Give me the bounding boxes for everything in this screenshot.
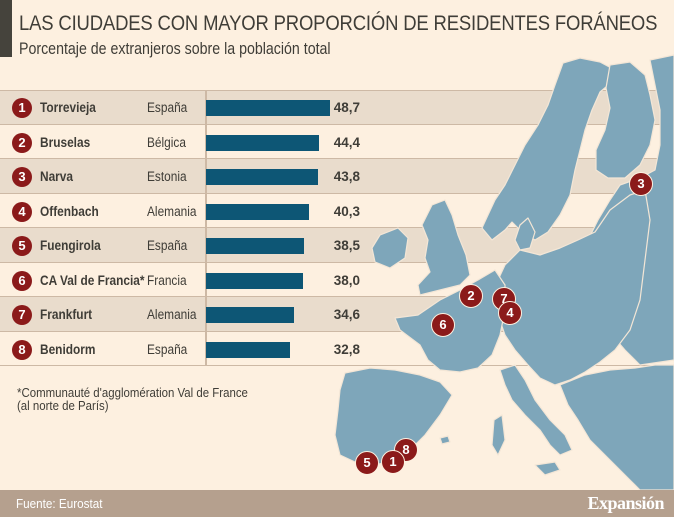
- bar: [206, 341, 290, 358]
- rank-badge: 2: [12, 132, 32, 153]
- sicily-shape: [534, 461, 561, 476]
- country-name: Alemania: [147, 203, 197, 219]
- country-name: España: [147, 238, 188, 253]
- footnote: *Communauté d'agglomération Val de Franc…: [17, 386, 248, 412]
- map-marker-fuengirola: 5: [355, 451, 379, 475]
- table-row: 1 Torrevieja España 48,7: [0, 90, 380, 125]
- balearic-shape: [439, 435, 451, 445]
- rank-badge: 5: [12, 236, 32, 256]
- value-label: 43,8: [333, 169, 360, 184]
- table-row: 7 Frankfurt Alemania 34,6: [0, 297, 380, 332]
- table-row: 3 Narva Estonia 43,8: [0, 159, 380, 194]
- row-stripe: [0, 332, 674, 366]
- country-name: España: [147, 100, 188, 115]
- country-name: Alemania: [147, 307, 197, 322]
- row-stripe: [0, 125, 674, 159]
- value-label: 32,8: [333, 341, 360, 357]
- country-name: Estonia: [147, 169, 187, 184]
- bar: [206, 272, 303, 289]
- rank-badge: 4: [12, 201, 32, 222]
- value-label: 38,5: [333, 238, 360, 253]
- country-name: Bélgica: [147, 134, 186, 150]
- value-label: 34,6: [333, 307, 360, 322]
- footnote-line-1: *Communauté d'agglomération Val de Franc…: [17, 385, 248, 400]
- rank-badge: 1: [12, 98, 32, 118]
- sardinia-shape: [491, 414, 506, 456]
- map-marker-torrevieja: 1: [381, 450, 405, 474]
- expansion-logo: Expansión: [587, 493, 664, 513]
- rank-badge: 7: [12, 305, 32, 325]
- row-stripe: [0, 263, 674, 297]
- city-name: Benidorm: [40, 341, 96, 357]
- footnote-line-2: (al norte de París): [17, 398, 109, 413]
- map-marker-bruselas: 2: [459, 284, 483, 308]
- table-row: 6 CA Val de Francia* Francia 38,0: [0, 263, 380, 298]
- city-name: CA Val de Francia*: [40, 272, 145, 288]
- country-name: España: [147, 341, 188, 357]
- city-name: Narva: [40, 169, 74, 184]
- italy-shape: [499, 364, 573, 456]
- chart-subtitle: Porcentaje de extranjeros sobre la pobla…: [19, 40, 331, 58]
- value-label: 48,7: [333, 100, 360, 115]
- bar: [206, 134, 320, 151]
- balkans-shape: [559, 364, 674, 490]
- table-row: 5 Fuengirola España 38,5: [0, 228, 380, 263]
- table-row: 4 Offenbach Alemania 40,3: [0, 194, 380, 229]
- city-name: Frankfurt: [40, 307, 93, 322]
- country-name: Francia: [147, 272, 187, 288]
- city-name: Fuengirola: [40, 238, 101, 253]
- map-marker-val-de-france: 6: [431, 313, 455, 337]
- bar-axis-line: [205, 90, 207, 366]
- chart-title: LAS CIUDADES CON MAYOR PROPORCIÓN DE RES…: [19, 11, 658, 35]
- value-label: 38,0: [333, 272, 360, 288]
- source-label: Fuente: Eurostat: [16, 496, 103, 511]
- footer-band: Fuente: Eurostat Expansión: [0, 490, 674, 517]
- bar: [206, 169, 318, 185]
- table-row: 8 Benidorm España 32,8: [0, 332, 380, 367]
- bar: [206, 203, 309, 220]
- rank-badge: 6: [12, 270, 32, 291]
- city-name: Bruselas: [40, 134, 91, 150]
- row-stripe: [0, 194, 674, 228]
- value-label: 44,4: [333, 134, 360, 150]
- bar: [206, 100, 330, 116]
- rank-badge: 3: [12, 167, 32, 187]
- city-name: Torrevieja: [40, 100, 96, 115]
- city-name: Offenbach: [40, 203, 99, 219]
- map-marker-narva: 3: [629, 172, 653, 196]
- bar: [206, 307, 295, 323]
- rank-badge: 8: [12, 339, 32, 360]
- title-accent-bar: [0, 0, 12, 57]
- value-label: 40,3: [333, 203, 360, 219]
- table-row: 2 Bruselas Bélgica 44,4: [0, 125, 380, 160]
- map-marker-offenbach: 4: [498, 301, 522, 325]
- bar: [206, 238, 305, 254]
